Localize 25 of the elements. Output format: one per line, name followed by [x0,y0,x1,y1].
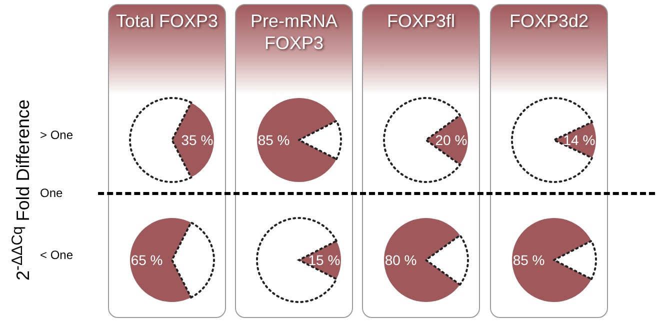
data-label: 20 % [435,132,468,148]
text: > One [40,127,74,143]
pie-slice [257,98,336,182]
data-label: 80 % [384,252,417,268]
text: One [40,185,96,201]
pie-slice [511,97,594,183]
chart-title: Pre-mRNA FOXP3 [249,10,338,54]
chart-title: FOXP3d2 [508,10,590,32]
pie-slice [425,234,469,286]
data-label: 15 % [308,252,340,268]
pie-slice [512,218,592,302]
pie-slice [171,222,215,298]
text: < One [40,247,74,263]
chart-title: FOXP3fl [386,10,456,32]
pie-slice [130,218,192,302]
data-label: 85 % [258,132,290,148]
pie-slice [384,218,460,302]
chart-title: Total FOXP3 [114,10,220,32]
data-label: 65 % [130,252,163,268]
pie-slice [553,240,597,280]
data-label: 35 % [181,132,214,148]
data-label: 85 % [512,252,545,268]
pie-slice [172,102,214,178]
pie-slice [298,120,342,160]
data-label: 14 % [563,132,596,148]
